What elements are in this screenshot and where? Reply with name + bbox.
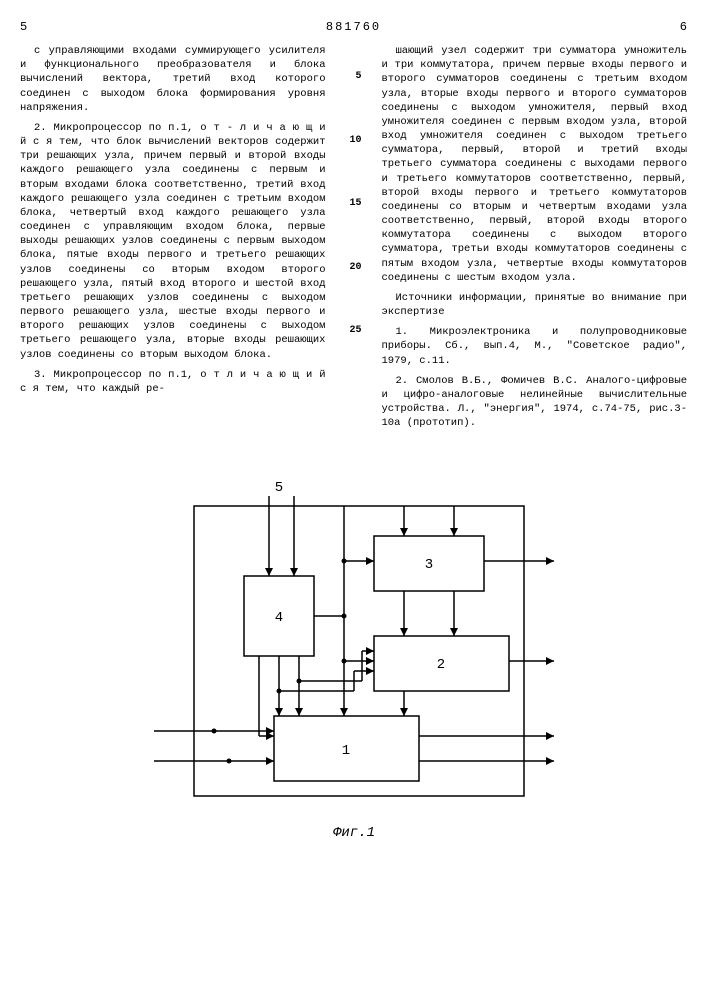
right-p3: 1. Микроэлектроника и полупроводниковые … (382, 325, 688, 368)
block-4-label: 4 (274, 610, 282, 626)
figure-label: Фиг.1 (332, 825, 374, 841)
block-2-label: 2 (436, 657, 444, 673)
right-column: шающий узел содержит три сумматора умнож… (382, 44, 688, 436)
input-5-label: 5 (274, 480, 282, 496)
right-p4: 2. Смолов В.Б., Фомичев В.С. Аналого-циф… (382, 374, 688, 431)
figure-1: 4 3 2 1 5 (20, 466, 687, 846)
right-p2: Источники информации, принятые во вниман… (382, 291, 688, 319)
left-p3: 3. Микропроцессор по п.1, о т л и ч а ю … (20, 368, 326, 396)
document-number: 881760 (27, 20, 680, 34)
block-3-label: 3 (424, 557, 432, 573)
page-right: 6 (680, 20, 687, 34)
line-numbers: 5 10 15 20 25 (346, 44, 362, 436)
line-number: 5 (346, 70, 362, 84)
left-p2: 2. Микропроцессор по п.1, о т - л и ч а … (20, 121, 326, 362)
left-p1: с управляющими входами суммирующего усил… (20, 44, 326, 115)
page-left: 5 (20, 20, 27, 34)
line-number: 20 (346, 261, 362, 275)
line-number: 25 (346, 324, 362, 338)
left-column: с управляющими входами суммирующего усил… (20, 44, 326, 436)
right-p1: шающий узел содержит три сумматора умнож… (382, 44, 688, 285)
block-1-label: 1 (341, 743, 349, 759)
line-number: 10 (346, 134, 362, 148)
line-number: 15 (346, 197, 362, 211)
